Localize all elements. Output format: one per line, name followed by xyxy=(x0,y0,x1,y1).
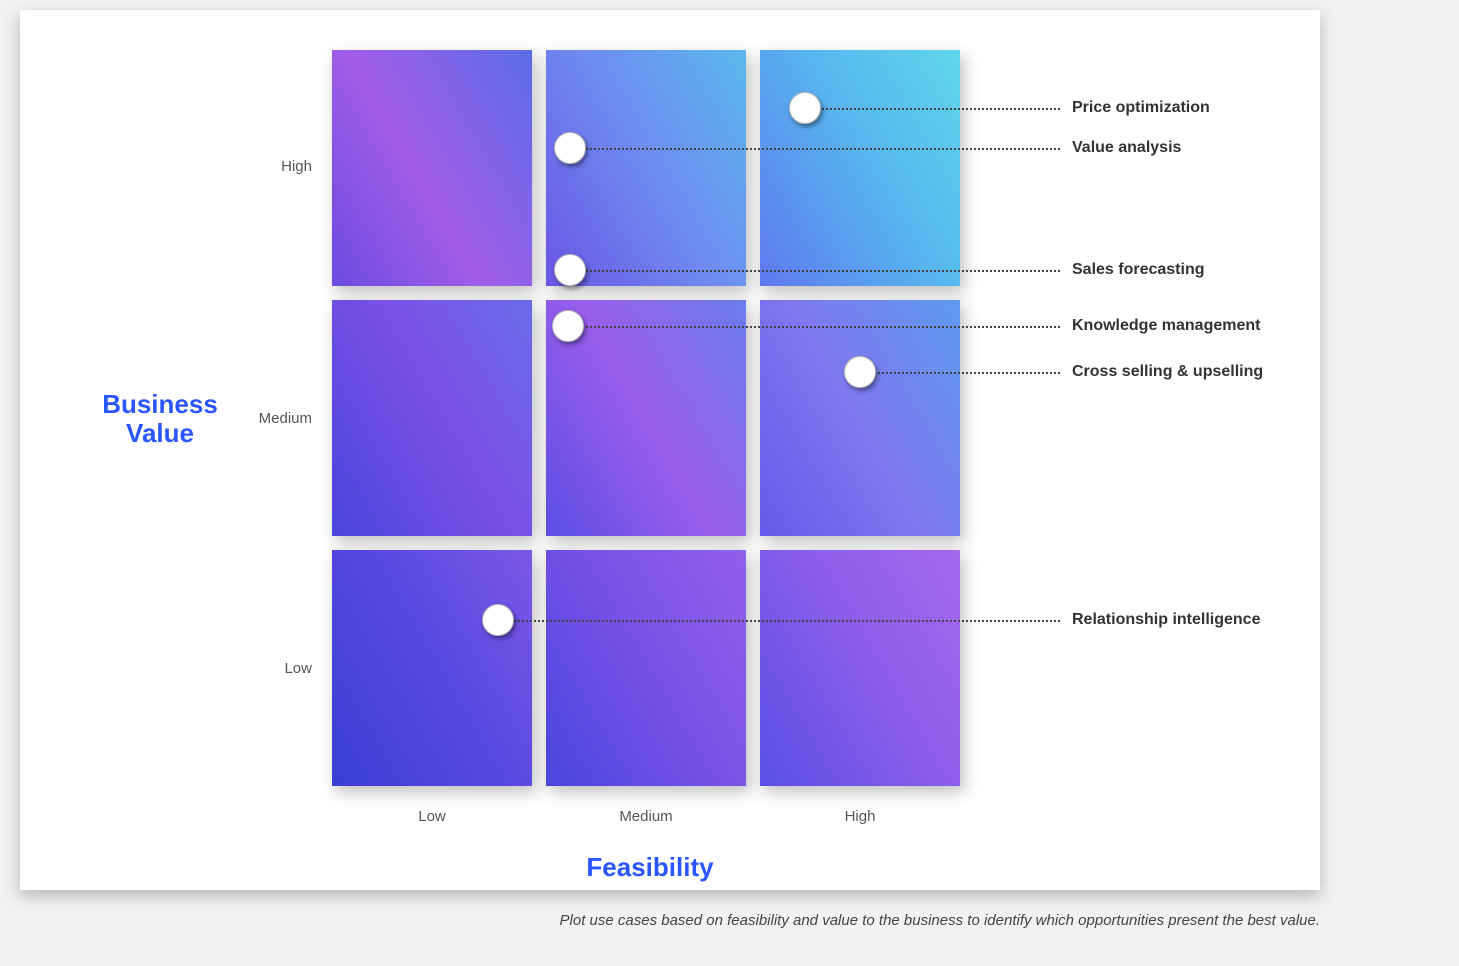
connector-line xyxy=(873,372,1060,374)
data-point-label: Sales forecasting xyxy=(1072,261,1205,279)
connector-line xyxy=(583,148,1060,150)
data-point-marker xyxy=(844,356,876,388)
data-point-marker xyxy=(789,92,821,124)
connector-line xyxy=(583,270,1060,272)
data-point-marker xyxy=(552,310,584,342)
data-point-label: Relationship intelligence xyxy=(1072,611,1260,629)
connector-line xyxy=(818,108,1060,110)
data-point-label: Price optimization xyxy=(1072,99,1210,117)
data-point-label: Knowledge management xyxy=(1072,317,1260,335)
data-point-marker xyxy=(554,254,586,286)
figure-caption: Plot use cases based on feasibility and … xyxy=(500,912,1320,929)
connector-line xyxy=(581,326,1060,328)
data-point-label: Cross selling & upselling xyxy=(1072,363,1263,381)
data-point-marker xyxy=(482,604,514,636)
data-point-marker xyxy=(554,132,586,164)
chart-card: BusinessValue Feasibility High Medium Lo… xyxy=(20,10,1320,890)
data-point-label: Value analysis xyxy=(1072,139,1181,157)
connector-line xyxy=(511,620,1060,622)
points-overlay: Price optimization Value analysis Sales fo… xyxy=(20,10,1320,890)
